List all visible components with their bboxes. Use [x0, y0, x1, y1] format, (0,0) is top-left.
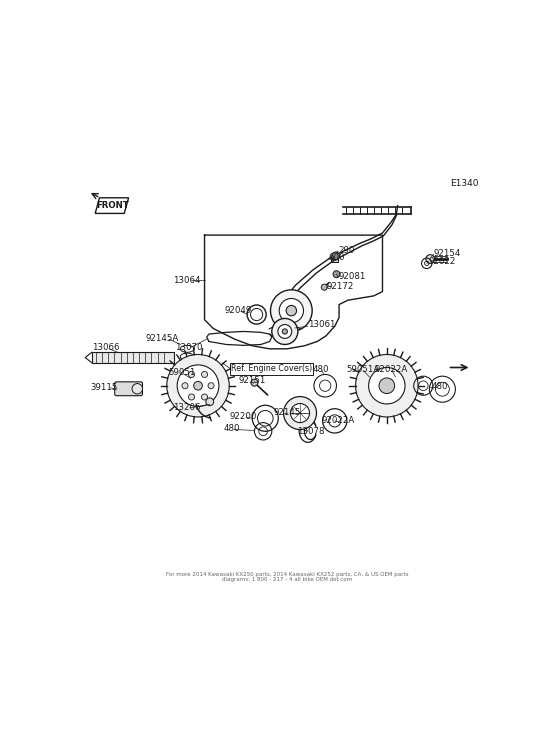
- Text: Ref. Engine Cover(s): Ref. Engine Cover(s): [231, 365, 312, 373]
- Text: 59051: 59051: [168, 368, 195, 377]
- Circle shape: [279, 299, 304, 323]
- Circle shape: [189, 394, 194, 400]
- Text: 92145A: 92145A: [146, 334, 179, 343]
- Text: 600: 600: [328, 253, 345, 262]
- Text: 13206: 13206: [173, 403, 201, 412]
- Circle shape: [379, 378, 395, 394]
- Circle shape: [356, 354, 418, 417]
- Circle shape: [333, 271, 340, 277]
- FancyBboxPatch shape: [332, 258, 338, 262]
- Circle shape: [270, 290, 312, 332]
- Text: diagrams: 1 800 - 217 - 4 all bike OEM dot com: diagrams: 1 800 - 217 - 4 all bike OEM d…: [222, 578, 352, 582]
- Text: 290: 290: [338, 246, 354, 255]
- Text: E1340: E1340: [450, 179, 478, 187]
- Circle shape: [368, 367, 405, 404]
- Text: 92154: 92154: [433, 249, 461, 258]
- Circle shape: [206, 398, 214, 406]
- Circle shape: [278, 324, 292, 338]
- Circle shape: [202, 371, 208, 378]
- Text: 92022: 92022: [428, 257, 456, 266]
- Text: 480: 480: [223, 424, 240, 433]
- Circle shape: [251, 379, 258, 386]
- Text: FRONT: FRONT: [96, 201, 129, 209]
- Circle shape: [286, 305, 297, 315]
- Circle shape: [132, 384, 142, 394]
- FancyBboxPatch shape: [115, 382, 142, 396]
- Text: 13061: 13061: [308, 321, 335, 329]
- Polygon shape: [95, 198, 129, 214]
- Text: 92200: 92200: [230, 412, 257, 421]
- Text: 13078: 13078: [297, 427, 324, 436]
- Circle shape: [291, 403, 310, 422]
- FancyBboxPatch shape: [92, 352, 174, 363]
- FancyBboxPatch shape: [230, 363, 313, 375]
- Circle shape: [332, 252, 339, 260]
- Text: 92172: 92172: [327, 282, 354, 291]
- Text: 480: 480: [431, 381, 447, 391]
- Circle shape: [208, 383, 214, 389]
- Text: 92081: 92081: [338, 272, 366, 281]
- Circle shape: [194, 381, 202, 390]
- Circle shape: [276, 305, 287, 315]
- Circle shape: [426, 255, 435, 264]
- Text: 480: 480: [313, 365, 329, 374]
- Circle shape: [202, 394, 208, 400]
- Circle shape: [321, 284, 328, 291]
- Text: 92022A: 92022A: [375, 365, 408, 374]
- Text: 59051A: 59051A: [346, 365, 379, 374]
- Circle shape: [177, 365, 219, 406]
- Text: 92049: 92049: [224, 306, 251, 315]
- Text: For more 2014 Kawasaki KX250 parts, 2014 Kawasaki KX252 parts, CA, & US OEM part: For more 2014 Kawasaki KX250 parts, 2014…: [166, 572, 408, 577]
- Text: 92145: 92145: [273, 408, 301, 417]
- Circle shape: [283, 397, 316, 430]
- Circle shape: [182, 383, 188, 389]
- Circle shape: [167, 354, 229, 417]
- Text: 92151: 92151: [239, 376, 266, 385]
- Text: 39115: 39115: [91, 383, 118, 392]
- Text: 13066: 13066: [92, 343, 119, 353]
- Circle shape: [282, 329, 287, 334]
- Circle shape: [189, 371, 194, 378]
- Text: 13064: 13064: [173, 276, 201, 285]
- Text: 13070: 13070: [175, 343, 203, 352]
- Text: 92022A: 92022A: [321, 417, 355, 425]
- Circle shape: [272, 318, 298, 345]
